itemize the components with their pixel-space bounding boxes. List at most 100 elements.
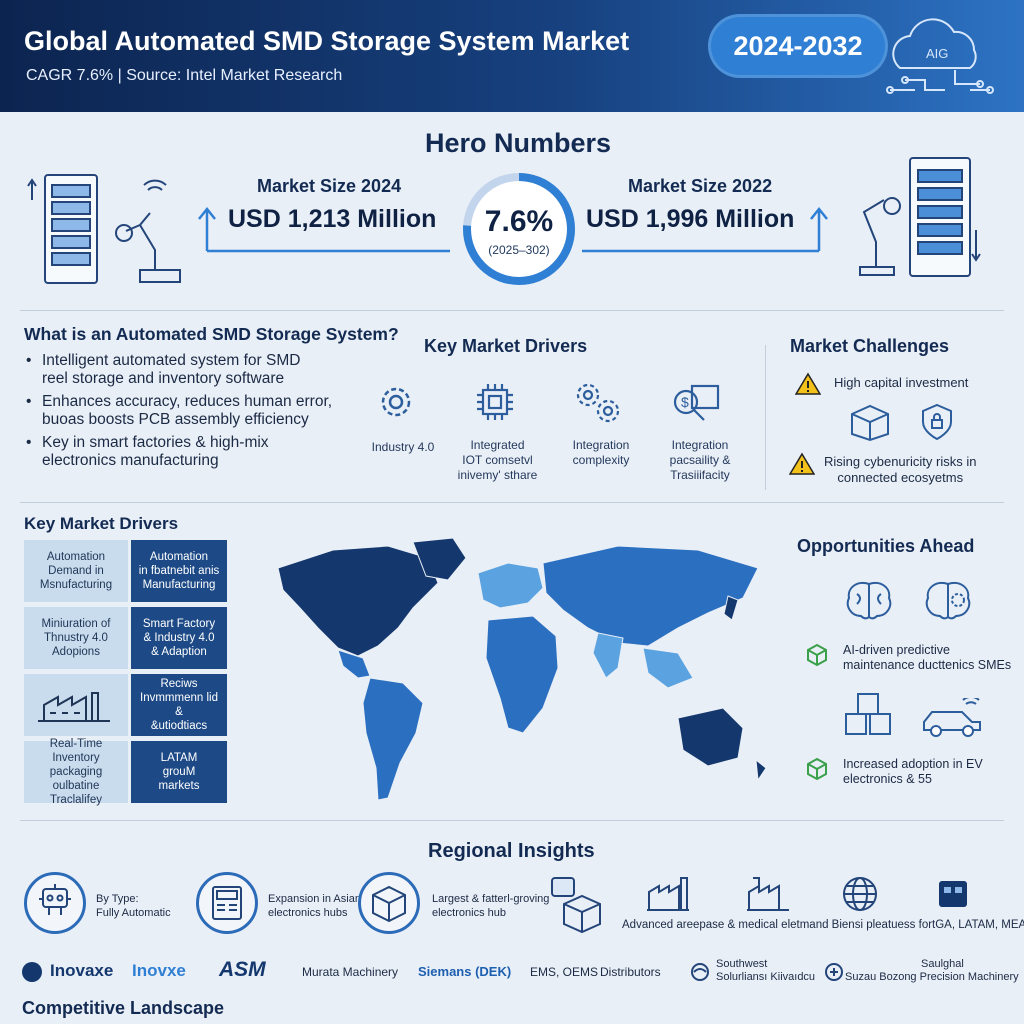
cloud-label: AIG [926, 46, 948, 61]
competitor-logo: Distributors [600, 965, 661, 979]
storage-tower-robot-icon [27, 174, 181, 284]
machine-icon [212, 886, 242, 920]
bullet-line: Enhances accuracy, reduces human error, [42, 393, 333, 410]
warning-icon [795, 372, 821, 395]
market-size-2022-value: USD 1,996 Million [586, 205, 795, 233]
drivers-divider [20, 502, 1004, 503]
opportunity-line: electronics & 55 [843, 772, 932, 786]
server-icon [939, 881, 967, 907]
driver-caption: Integration complexity [556, 438, 646, 468]
left-arrow-bracket-icon [198, 206, 450, 253]
challenge-text: High capital investment [834, 375, 968, 391]
header-banner: Global Automated SMD Storage System Mark… [0, 0, 1024, 112]
year-range-badge: 2024-2032 [708, 14, 888, 78]
market-size-2024-label: Market Size 2024 [257, 176, 402, 196]
brain-icon [846, 582, 892, 620]
europe-region [477, 562, 544, 609]
opportunity-text: AI-driven predictive maintenance ductten… [843, 643, 1011, 673]
factory-icon [38, 692, 110, 722]
driver-cell-right: Smart Factory & Industry 4.0 & Adaption [131, 607, 227, 669]
hero-heading: Hero Numbers [425, 128, 612, 158]
cell-line: LATAM [160, 752, 198, 764]
driver-caption: Integration pacsaility & Trasiiifacity [650, 438, 750, 483]
bullet-mark: • [26, 393, 32, 410]
cagr-period: (2025–302) [488, 243, 550, 257]
shield-lock-icon [922, 403, 952, 441]
drivers-grid-heading: Key Market Drivers [24, 514, 179, 533]
warning-icon [789, 452, 815, 475]
bullet-mark: • [26, 352, 32, 369]
regional-divider [20, 820, 1004, 821]
challenge-text: Rising cybenuricity risks in connected e… [824, 454, 976, 486]
cell-line: in fbatnebit anis [138, 565, 220, 577]
north-america-region [277, 545, 439, 657]
page-subtitle: CAGR 7.6% | Source: Intel Market Researc… [26, 67, 343, 84]
factory-icon [747, 877, 789, 911]
challenge-line: High capital investment [834, 375, 969, 390]
dollar-search-icon: $ [673, 384, 720, 421]
caption-line: Trasiiifacity [670, 468, 730, 482]
market-size-2024-value: USD 1,213 Million [228, 205, 437, 233]
cell-line: Invmmmenn lid & [140, 692, 218, 718]
box-icon [372, 885, 406, 923]
what-is-heading: What is an Automated SMD Storage System? [24, 324, 399, 344]
new-zealand-region [755, 758, 767, 782]
gear-icon [381, 387, 411, 417]
caption-line: complexity [572, 453, 630, 467]
caption-line: inivemy' sthare [457, 468, 538, 482]
bullet-line: Intelligent automated system for SMD [42, 352, 301, 369]
regional-heading: Regional Insights [428, 840, 595, 862]
driver-cell-right: Automation in fbatnebit anis Manufacturing [131, 540, 227, 602]
cell-line: & Industry 4.0 [143, 632, 215, 644]
asia-region [542, 545, 759, 647]
regional-line: By Type: [96, 893, 139, 905]
inovaxe-logo-icon [22, 962, 42, 982]
logo-line: Suzau Bozong Precision Machinery [845, 971, 1019, 983]
brain-gear-icon [925, 582, 971, 620]
market-size-2022-label: Market Size 2022 [628, 176, 773, 196]
cell-line: Demand in [48, 565, 104, 577]
driver-caption: Industry 4.0 [358, 440, 448, 455]
cell-line: Reciws [160, 678, 198, 690]
factory-icon [647, 877, 689, 911]
regional-text: Largest & fatterl-groving electronics hu… [432, 892, 549, 920]
what-is-bullet: • Enhances accuracy, reduces human error… [26, 393, 332, 429]
cell-line: Msnufacturing [39, 579, 113, 591]
driver-cell-left: Miniuration of Thnustry 4.0 Adopions [24, 607, 128, 669]
cell-line: & Adaption [151, 646, 207, 658]
drivers-top-heading: Key Market Drivers [424, 336, 588, 356]
regional-line: Expansion in Asian [268, 893, 361, 905]
cell-line: packaging oulbatine [49, 766, 103, 792]
opportunity-line: Increased adoption in EV [843, 757, 983, 771]
challenge-line: connected ecosyetms [837, 470, 964, 485]
india-region [592, 632, 624, 679]
cloud-network-icon: AIG [886, 18, 994, 94]
globe-icon [843, 877, 877, 911]
cell-line: Thnustry 4.0 [44, 632, 108, 644]
regional-line: Largest & fatterl-groving [432, 893, 550, 905]
cell-line: markets [158, 780, 200, 792]
ev-car-icon [923, 698, 981, 737]
driver-caption: Integrated IOT comsetvl inivemy' sthare [450, 438, 545, 483]
page-title: Global Automated SMD Storage System Mark… [24, 26, 630, 56]
opportunity-line: maintenance ducttenics SMEs [843, 658, 1012, 672]
caption-line: Integration [572, 438, 630, 452]
bullet-line: electronics manufacturing [42, 452, 219, 469]
competitor-logo: Inovaxe [50, 961, 114, 980]
suzou-logo-icon [825, 963, 843, 981]
cell-line: Traclalifey [50, 794, 102, 806]
caption-line: Integrated [470, 438, 525, 452]
hub-box-icon [551, 877, 601, 934]
opportunities-heading: Opportunities Ahead [797, 536, 975, 556]
africa-region [485, 615, 559, 734]
robot-icon [39, 884, 71, 915]
japan-region [723, 595, 739, 621]
caption-line: pacsaility & [669, 453, 731, 467]
caption-line: IOT comsetvl [462, 453, 533, 467]
bullet-mark: • [26, 434, 32, 451]
competitor-logo: Murata Machinery [302, 965, 399, 979]
robot-arm-storage-icon [859, 157, 981, 277]
cell-line: &utiodtiacs [150, 720, 208, 732]
cell-line: Automation [149, 551, 209, 563]
cell-line: Smart Factory [142, 618, 216, 630]
